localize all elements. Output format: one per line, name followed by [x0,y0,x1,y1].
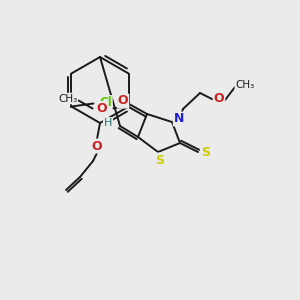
Text: S: S [202,146,211,160]
Text: O: O [118,94,128,107]
Text: S: S [155,154,164,166]
Text: Cl: Cl [99,96,112,109]
Text: O: O [96,102,107,115]
Text: N: N [174,112,184,125]
Text: CH₃: CH₃ [58,94,77,103]
Text: H: H [104,118,112,128]
Text: O: O [92,140,102,152]
Text: CH₃: CH₃ [236,80,255,90]
Text: O: O [214,92,224,104]
